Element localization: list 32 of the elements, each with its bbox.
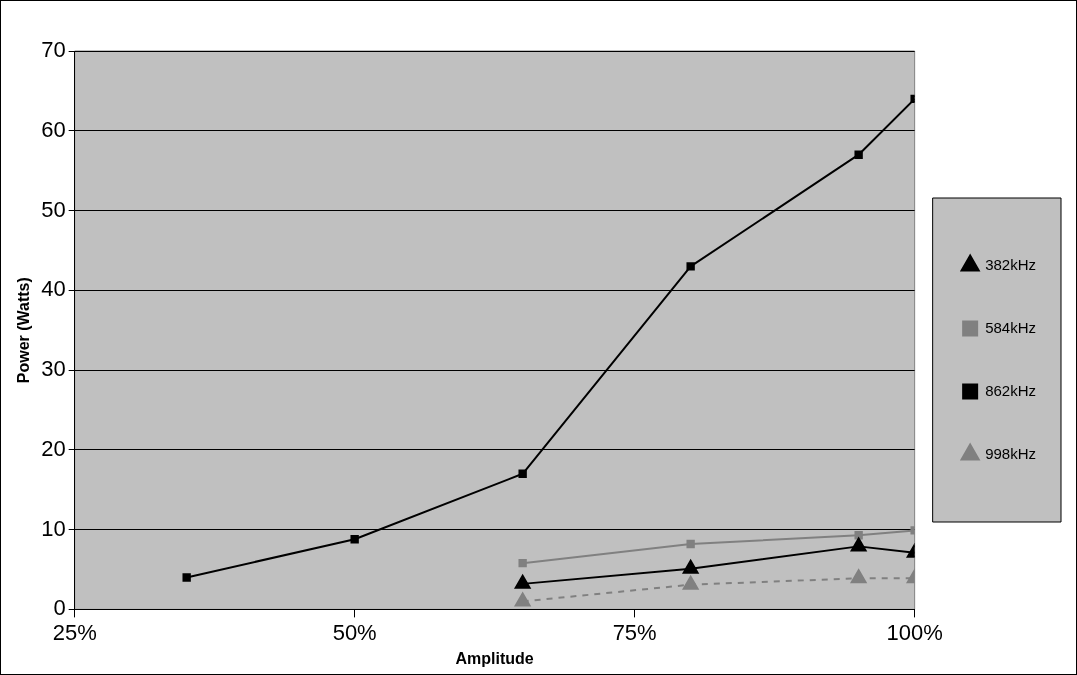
y-tick-label: 60: [41, 116, 66, 142]
x-tick-label: 25%: [52, 619, 97, 645]
point: [850, 569, 867, 584]
y-tick-label: 40: [41, 276, 66, 302]
point: [682, 575, 699, 590]
legend-label: 382kHz: [985, 255, 1036, 273]
point: [854, 531, 863, 540]
legend-label: 584kHz: [985, 318, 1036, 336]
y-tick-label: 10: [41, 515, 66, 541]
legend-label: 862kHz: [985, 381, 1036, 399]
legend-label: 998kHz: [985, 444, 1036, 462]
y-axis-title: Power (Watts): [15, 277, 33, 384]
point: [518, 469, 527, 478]
point: [518, 558, 527, 568]
y-tick-label: 50: [41, 196, 66, 222]
point: [350, 535, 359, 544]
x-axis-title: Amplitude: [455, 649, 534, 667]
y-tick-label: 0: [53, 595, 66, 621]
point: [686, 539, 695, 549]
x-tick-label: 75%: [612, 619, 657, 645]
point: [682, 559, 699, 574]
point: [686, 262, 695, 271]
x-tick-label: 100%: [886, 619, 943, 645]
point: [854, 150, 863, 159]
point: [850, 537, 867, 552]
x-tick-label: 50%: [332, 619, 377, 645]
y-tick-label: 70: [41, 37, 66, 63]
point: [514, 574, 531, 589]
y-tick-label: 20: [41, 435, 66, 461]
y-tick-label: 30: [41, 356, 66, 382]
point: [514, 592, 531, 607]
point: [182, 573, 191, 582]
